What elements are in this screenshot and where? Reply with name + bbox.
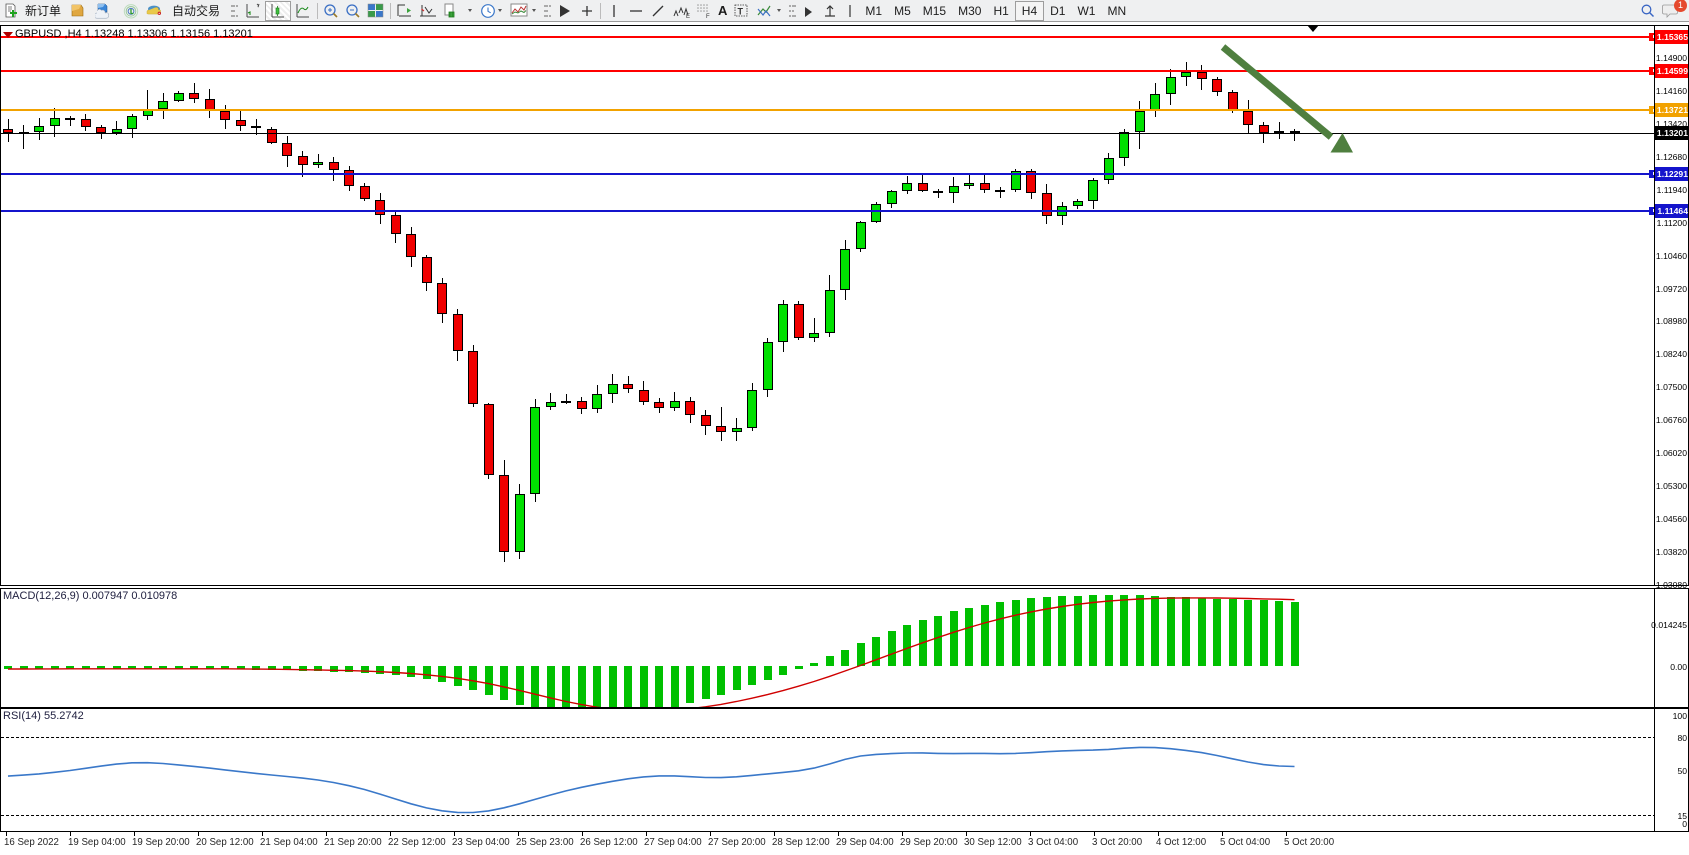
svg-text:T: T	[738, 6, 744, 16]
svg-text:F: F	[706, 14, 710, 19]
svg-text:E: E	[686, 14, 690, 19]
